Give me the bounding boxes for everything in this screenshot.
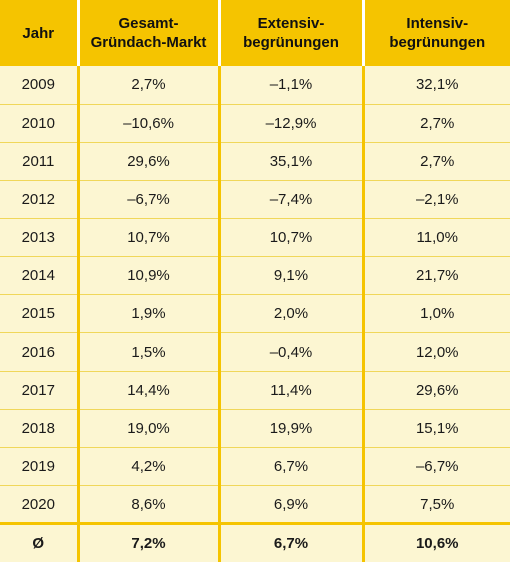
cell-total-market: 7,2% — [78, 522, 221, 562]
cell-intensive: –2,1% — [363, 180, 510, 220]
cell-total-market: –10,6% — [78, 104, 221, 143]
cell-extensive: –7,4% — [219, 180, 365, 220]
cell-intensive: 11,0% — [363, 218, 510, 258]
table-row: 2009 2,7% –1,1% 32,1% — [0, 66, 510, 105]
cell-year: 2011 — [0, 142, 80, 181]
cell-extensive: 2,0% — [219, 294, 365, 334]
cell-extensive: 10,7% — [219, 218, 365, 258]
cell-extensive: 6,7% — [219, 522, 365, 562]
cell-extensive: 6,7% — [219, 447, 365, 487]
cell-total-market: 1,5% — [78, 332, 221, 372]
cell-intensive: 10,6% — [363, 522, 510, 562]
cell-extensive: 6,9% — [219, 485, 365, 525]
cell-total-market: 10,9% — [78, 256, 221, 296]
table-row: 2015 1,9% 2,0% 1,0% — [0, 294, 510, 334]
table-header-row: Jahr Gesamt- Gründach-Markt Extensiv-begrün… — [0, 0, 510, 66]
table-row: 2011 29,6% 35,1% 2,7% — [0, 142, 510, 181]
cell-total-market: 8,6% — [78, 485, 221, 525]
table-body: 2009 2,7% –1,1% 32,1% 2010 –10,6% –12,9% 2,7% 20… — [0, 66, 510, 562]
cell-intensive: 12,0% — [363, 332, 510, 372]
cell-extensive: –1,1% — [219, 66, 365, 105]
cell-year: 2018 — [0, 409, 80, 448]
cell-total-market: –6,7% — [78, 180, 221, 220]
cell-total-market: 2,7% — [78, 66, 221, 105]
cell-total-market: 1,9% — [78, 294, 221, 334]
cell-year: 2014 — [0, 256, 80, 296]
cell-intensive: 2,7% — [363, 104, 510, 143]
cell-extensive: 19,9% — [219, 409, 365, 448]
cell-intensive: 2,7% — [363, 142, 510, 181]
cell-total-market: 10,7% — [78, 218, 221, 258]
cell-year: 2019 — [0, 447, 80, 487]
cell-extensive: 35,1% — [219, 142, 365, 181]
cell-extensive: –12,9% — [219, 104, 365, 143]
average-row: Ø 7,2% 6,7% 10,6% — [0, 522, 510, 562]
cell-intensive: –6,7% — [363, 447, 510, 487]
cell-intensive: 1,0% — [363, 294, 510, 334]
cell-year: 2013 — [0, 218, 80, 258]
cell-total-market: 29,6% — [78, 142, 221, 181]
cell-year: 2012 — [0, 180, 80, 220]
cell-intensive: 32,1% — [363, 66, 510, 105]
cell-year: 2010 — [0, 104, 80, 143]
cell-total-market: 14,4% — [78, 371, 221, 410]
cell-intensive: 21,7% — [363, 256, 510, 296]
table-row: 2010 –10,6% –12,9% 2,7% — [0, 104, 510, 143]
table-row: 2019 4,2% 6,7% –6,7% — [0, 447, 510, 487]
cell-extensive: 11,4% — [219, 371, 365, 410]
column-header-total-market: Gesamt- Gründach-Markt — [78, 0, 221, 66]
table-row: 2020 8,6% 6,9% 7,5% — [0, 485, 510, 525]
cell-intensive: 29,6% — [363, 371, 510, 410]
cell-year: 2020 — [0, 485, 80, 525]
table-row: 2018 19,0% 19,9% 15,1% — [0, 409, 510, 448]
cell-year: Ø — [0, 522, 80, 562]
table-row: 2016 1,5% –0,4% 12,0% — [0, 332, 510, 372]
table-row: 2013 10,7% 10,7% 11,0% — [0, 218, 510, 258]
cell-total-market: 19,0% — [78, 409, 221, 448]
column-header-extensive: Extensiv-begrünungen — [219, 0, 365, 66]
column-header-intensive: Intensiv-begrünungen — [363, 0, 510, 66]
table-row: 2017 14,4% 11,4% 29,6% — [0, 371, 510, 410]
column-header-year: Jahr — [0, 0, 80, 66]
cell-total-market: 4,2% — [78, 447, 221, 487]
cell-year: 2009 — [0, 66, 80, 105]
table-row: 2014 10,9% 9,1% 21,7% — [0, 256, 510, 296]
cell-year: 2016 — [0, 332, 80, 372]
cell-year: 2017 — [0, 371, 80, 410]
cell-intensive: 15,1% — [363, 409, 510, 448]
table-row: 2012 –6,7% –7,4% –2,1% — [0, 180, 510, 220]
cell-intensive: 7,5% — [363, 485, 510, 525]
cell-extensive: 9,1% — [219, 256, 365, 296]
cell-extensive: –0,4% — [219, 332, 365, 372]
cell-year: 2015 — [0, 294, 80, 334]
